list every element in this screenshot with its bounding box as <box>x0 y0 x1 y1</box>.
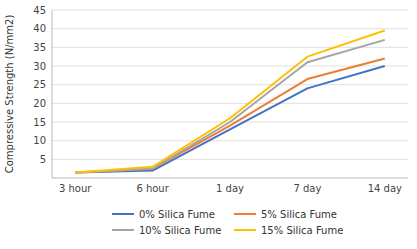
series-line <box>75 40 385 173</box>
y-tick-label: 10 <box>33 135 46 146</box>
legend-label: 10% Silica Fume <box>139 225 221 236</box>
x-tick-label: 3 hour <box>59 183 92 194</box>
x-tick-label: 6 hour <box>136 183 169 194</box>
x-axis: 3 hour 6 hour 1 day 7 day 14 day <box>59 183 402 194</box>
legend-swatch <box>112 213 134 215</box>
legend-label: 15% Silica Fume <box>261 225 343 236</box>
y-tick-label: 25 <box>33 79 46 90</box>
plot-area <box>75 31 385 173</box>
grid-line <box>52 103 408 104</box>
x-tick-label: 7 day <box>293 183 321 194</box>
x-tick-label: 1 day <box>216 183 244 194</box>
y-axis: 5 10 15 20 25 30 35 40 45 <box>33 5 408 165</box>
legend: 0% Silica Fume 5% Silica Fume 10% Silica F… <box>112 209 343 236</box>
legend-swatch <box>234 229 256 231</box>
legend-label: 0% Silica Fume <box>139 209 215 220</box>
y-tick-label: 15 <box>33 117 46 128</box>
grid-line <box>52 28 408 29</box>
legend-swatch <box>234 213 256 215</box>
y-axis-line <box>52 10 53 178</box>
y-tick-label: 30 <box>33 61 46 72</box>
x-axis-line <box>52 178 408 179</box>
series-line <box>75 59 385 173</box>
grid-line <box>52 10 408 11</box>
legend-label: 5% Silica Fume <box>261 209 337 220</box>
series-line <box>75 31 385 173</box>
grid-line <box>52 84 408 85</box>
y-tick-label: 45 <box>33 5 46 16</box>
y-tick-label: 20 <box>33 98 46 109</box>
grid-line <box>52 140 408 141</box>
y-tick-label: 5 <box>40 154 46 165</box>
grid-line <box>52 159 408 160</box>
y-axis-title: Compressive Strength (N/mm2) <box>4 15 15 174</box>
legend-swatch <box>112 229 134 231</box>
y-tick-label: 35 <box>33 42 46 53</box>
chart: 5 10 15 20 25 30 35 40 45 3 hour 6 hour 1 day 7 day 1… <box>0 0 417 249</box>
x-tick-label: 14 day <box>368 183 402 194</box>
y-tick-label: 40 <box>33 23 46 34</box>
